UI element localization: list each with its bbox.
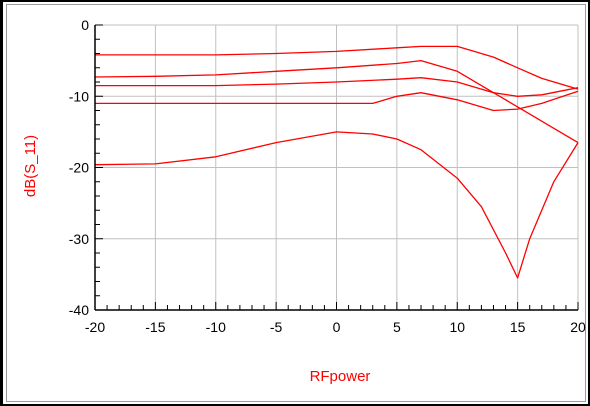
axes (94, 24, 579, 311)
series-line-4 (95, 90, 579, 112)
y-tick-label: -20 (69, 160, 89, 176)
series-layer (94, 45, 579, 279)
y-tick-label: 0 (81, 17, 89, 33)
x-tick-label: 20 (570, 319, 586, 335)
series-line-2 (94, 59, 579, 144)
x-tick-label: -5 (270, 319, 283, 335)
x-tick-label: 15 (510, 319, 526, 335)
series-line-1 (95, 45, 579, 90)
x-tick-label: 10 (449, 319, 465, 335)
x-tick-label: -15 (145, 319, 165, 335)
y-tick-label: -30 (69, 231, 89, 247)
y-tick-label: -10 (69, 88, 89, 104)
series-line-3 (95, 77, 579, 97)
x-tick-label: 0 (333, 319, 341, 335)
series-line-5 (94, 131, 579, 279)
chart-inner-border (6, 4, 586, 402)
x-tick-label: -10 (206, 319, 226, 335)
grid-lines (94, 24, 579, 311)
tick-labels: -20 -15 -10 -5 0 5 10 15 20 0 -10 -20 -30 -40 (69, 17, 586, 335)
y-tick-label: -40 (69, 302, 89, 318)
x-tick-label: -20 (85, 319, 105, 335)
x-axis-label: RFpower (310, 368, 371, 385)
x-tick-label: 5 (393, 319, 401, 335)
y-axis-label: dB(S_11) (22, 135, 39, 197)
